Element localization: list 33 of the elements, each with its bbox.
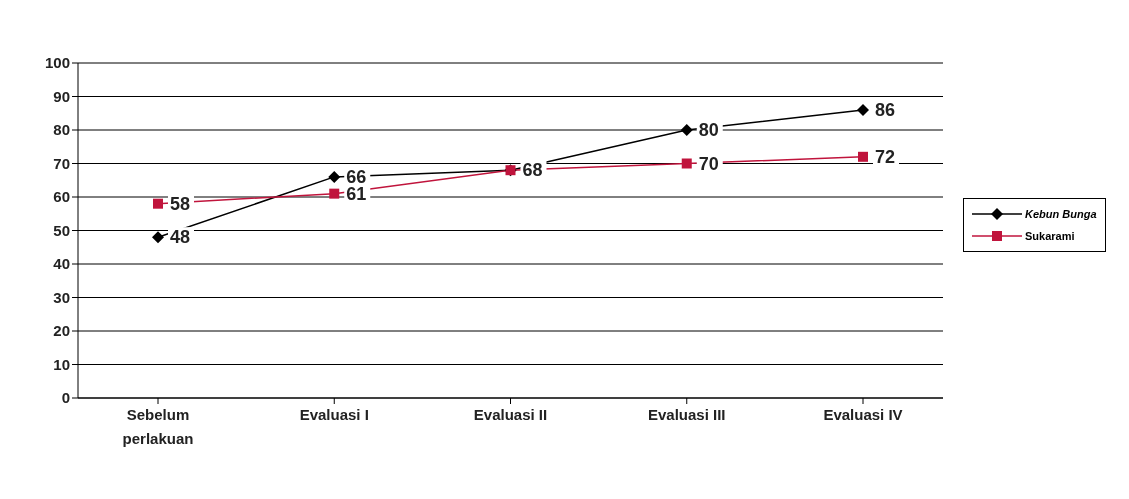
point — [681, 158, 692, 169]
point — [328, 170, 341, 183]
data-label: 72 — [875, 146, 896, 167]
x-tick-label: Evaluasi III — [647, 406, 726, 423]
y-tick-label: 60 — [53, 188, 70, 206]
y-tick-label: 90 — [53, 87, 70, 105]
point — [329, 188, 340, 199]
data-label: 68 — [522, 160, 543, 181]
point — [858, 151, 868, 162]
legend-label: Sukarami — [1025, 230, 1075, 242]
legend-label: Kebun Bunga — [1025, 208, 1097, 220]
y-tick-label: 30 — [53, 288, 70, 306]
y-tick-label: 100 — [44, 54, 70, 72]
y-tick-label: 50 — [53, 221, 70, 239]
x-tick-label: Evaluasi II — [473, 406, 548, 423]
data-label: 70 — [698, 153, 719, 174]
x-tick-label: Evaluasi I — [299, 406, 369, 423]
point — [857, 103, 869, 116]
y-tick-label: 10 — [53, 355, 70, 373]
x-tick-label: Sebelum perlakuan — [122, 406, 194, 447]
y-tick-label: 40 — [53, 255, 70, 273]
y-tick-label: 80 — [53, 121, 70, 139]
data-label: 48 — [170, 227, 191, 248]
data-label: 86 — [875, 99, 896, 120]
point — [152, 231, 164, 244]
point — [680, 124, 693, 136]
x-tick-label: Evaluasi IV — [823, 406, 903, 423]
y-tick-label: 70 — [53, 154, 70, 172]
data-label: 58 — [170, 193, 191, 214]
point — [153, 198, 163, 209]
data-label: 80 — [698, 120, 719, 140]
y-tick-label: 0 — [61, 389, 70, 407]
y-tick-label: 20 — [53, 322, 70, 340]
